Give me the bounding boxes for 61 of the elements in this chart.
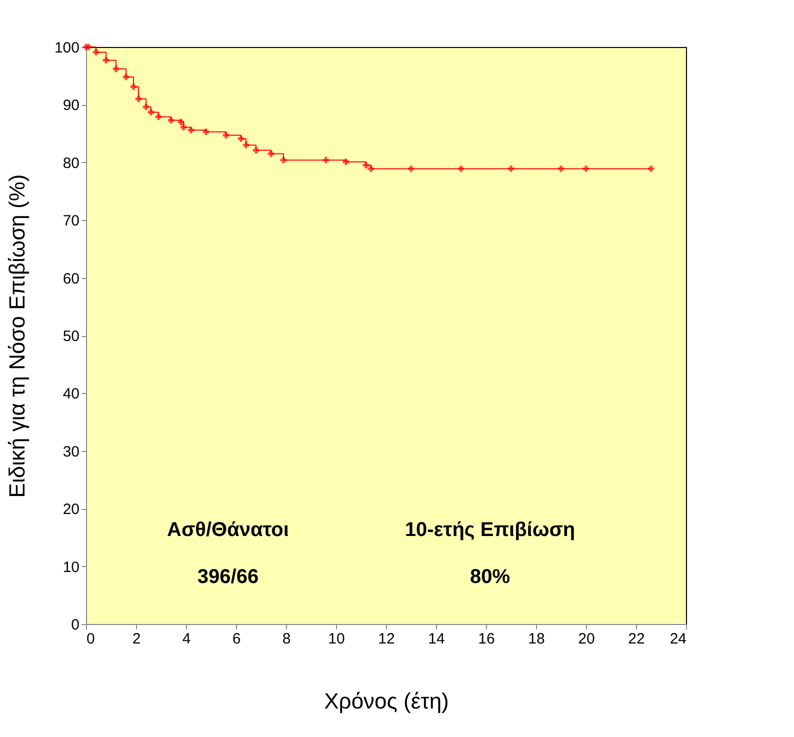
point [142, 104, 150, 110]
y-tick-label: 40 [62, 386, 80, 403]
point [92, 49, 100, 56]
point [252, 147, 260, 154]
x-tick-label: 12 [378, 630, 395, 648]
x-tick-label: 8 [282, 630, 291, 648]
x-tick-label: 18 [528, 630, 545, 648]
x-axis-title: Χρόνος (έτη) [324, 688, 449, 714]
annotation: Ασθ/Θάνατοι [167, 519, 289, 541]
y-axis-title: Ειδική για τη Νόσο Επιβίωση (%) [4, 174, 30, 498]
annotation: 80% [470, 566, 510, 588]
x-tick-label: 14 [428, 630, 445, 648]
point [362, 162, 370, 168]
point [648, 166, 654, 172]
point [180, 124, 187, 130]
x-tick-label: 2 [132, 630, 141, 648]
point [168, 117, 174, 124]
y-tick-label: 0 [71, 616, 80, 634]
annotation: 10-ετής Επιβίωση [404, 519, 576, 541]
y-tick-label: 100 [54, 40, 80, 56]
point [368, 166, 374, 172]
y-tick-label: 60 [62, 270, 80, 288]
x-tick-label: 4 [182, 630, 191, 648]
point [268, 150, 274, 157]
x-tick-label: 6 [232, 630, 241, 648]
point [458, 166, 464, 172]
point [322, 156, 330, 164]
point [408, 166, 414, 172]
point [280, 156, 287, 164]
x-tick-label: 20 [578, 630, 595, 648]
y-tick-label: 10 [62, 558, 80, 576]
point [102, 57, 110, 64]
y-tick-label: 30 [62, 443, 80, 460]
point [558, 166, 564, 172]
x-tick-label: 22 [628, 630, 645, 648]
point [582, 166, 590, 172]
point [202, 128, 210, 135]
x-tick-label: 24 [670, 630, 686, 648]
x-tick-label: 10 [328, 630, 345, 648]
point [188, 126, 194, 134]
y-tick-label: 70 [62, 212, 80, 230]
y-tick-label: 90 [62, 97, 80, 114]
point [130, 84, 137, 90]
point [178, 118, 184, 126]
y-tick-label: 50 [62, 328, 80, 345]
point [222, 132, 230, 138]
point [112, 66, 120, 72]
point [148, 109, 154, 116]
point [155, 114, 162, 120]
point [242, 142, 250, 148]
x-tick-label: 16 [478, 630, 495, 648]
point [238, 136, 244, 142]
point [508, 166, 514, 172]
x-tick-label: 0 [86, 630, 95, 648]
y-tick-label: 80 [62, 154, 80, 172]
y-tick-label: 20 [62, 501, 80, 518]
annotation: 396/66 [197, 566, 259, 588]
point [135, 96, 142, 102]
point [85, 44, 92, 50]
point [122, 74, 130, 80]
point [342, 158, 350, 165]
